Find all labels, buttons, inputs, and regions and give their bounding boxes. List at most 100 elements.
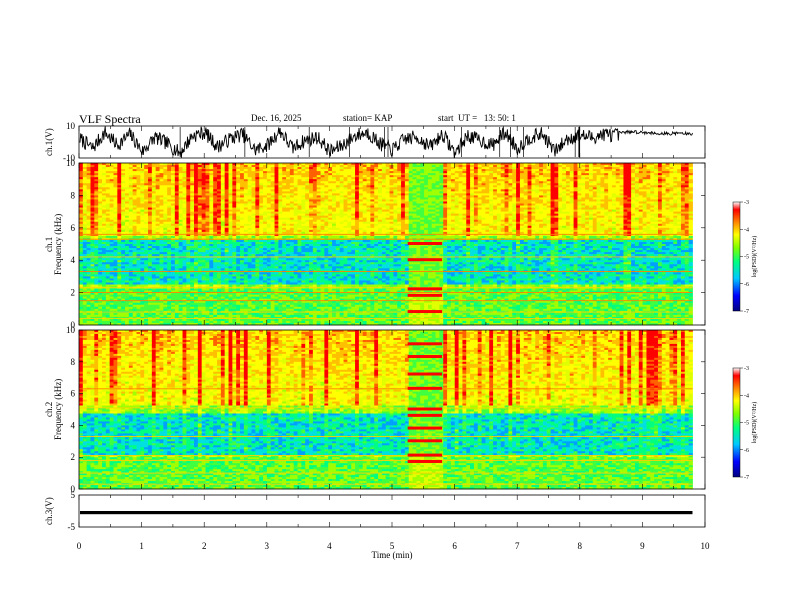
- spectrogram-cell: [128, 235, 134, 239]
- spectrogram-cell: [201, 165, 206, 168]
- spectrogram-cell: [174, 215, 180, 219]
- spectrogram-cell: [159, 254, 164, 257]
- spectrogram-cell: [213, 225, 218, 229]
- spectrogram-cell: [86, 213, 91, 217]
- spectrogram-cell: [90, 288, 95, 291]
- spectrogram-cell: [86, 306, 91, 310]
- spectrogram-cell: [98, 262, 103, 265]
- spectrogram-cell: [136, 264, 141, 267]
- spectrogram-cell: [155, 199, 160, 202]
- spectrogram-cell: [98, 248, 103, 251]
- spectrogram-cell: [194, 244, 199, 247]
- spectrogram-cell: [220, 227, 226, 231]
- spectrogram-cell: [220, 241, 226, 245]
- spectrogram-cell: [79, 274, 84, 277]
- spectrogram-cell: [194, 203, 199, 206]
- spectrogram-cell: [117, 171, 122, 174]
- spectrogram-cell: [105, 173, 111, 176]
- spectrogram-cell: [102, 298, 107, 302]
- spectrogram-cell: [213, 308, 218, 312]
- spectrogram-cell: [113, 165, 118, 168]
- spectrogram-cell: [125, 290, 130, 293]
- spectrogram-cell: [232, 181, 237, 184]
- spectrogram-cell: [167, 233, 172, 237]
- spectrogram-cell: [117, 203, 122, 206]
- spectrogram-cell: [125, 223, 130, 227]
- spectrogram-cell: [121, 229, 126, 233]
- spectrogram-cell: [167, 197, 172, 200]
- spectrogram-cell: [159, 235, 164, 239]
- spectrogram-cell: [209, 199, 214, 202]
- spectrogram-cell: [98, 209, 103, 212]
- spectrogram-cell: [224, 191, 229, 194]
- spectrogram-cell: [194, 209, 199, 212]
- spectrogram-cell: [182, 322, 187, 326]
- spectrogram-cell: [201, 318, 206, 322]
- spectrogram-cell: [163, 231, 168, 235]
- spectrogram-cell: [132, 244, 137, 247]
- spectrogram-cell: [182, 165, 187, 168]
- spectrogram-cell: [144, 187, 149, 190]
- spectrogram-cell: [209, 254, 214, 257]
- spectrogram-cell: [178, 294, 183, 298]
- spectrogram-cell: [217, 217, 222, 221]
- spectrogram-cell: [194, 189, 199, 192]
- spectrogram-cell: [213, 205, 218, 208]
- spectrogram-cell: [128, 280, 134, 283]
- spectrogram-cell: [148, 300, 153, 304]
- spectrogram-cell: [102, 201, 107, 204]
- spectrogram-cell: [82, 282, 88, 285]
- spectrogram-cell: [209, 308, 214, 312]
- spectrogram-cell: [224, 173, 229, 176]
- spectrogram-cell: [213, 167, 218, 170]
- spectrogram-cell: [109, 205, 114, 208]
- spectrogram-cell: [232, 280, 237, 283]
- spectrogram-cell: [113, 171, 118, 174]
- spectrogram-cell: [125, 254, 130, 257]
- spectrogram-cell: [140, 308, 145, 312]
- spectrogram-cell: [178, 282, 183, 285]
- spectrogram-cell: [144, 191, 149, 194]
- spectrogram-cell: [220, 209, 226, 212]
- spectrogram-cell: [82, 302, 88, 306]
- spectrogram-cell: [155, 292, 160, 296]
- spectrogram-cell: [105, 264, 111, 267]
- spectrogram-cell: [232, 241, 237, 245]
- spectrogram-cell: [194, 312, 199, 316]
- spectrogram-cell: [140, 320, 145, 324]
- spectrogram-cell: [213, 183, 218, 186]
- spectrogram-cell: [163, 213, 168, 217]
- spectrogram-cell: [163, 195, 168, 198]
- spectrogram-cell: [224, 292, 229, 296]
- spectrogram-cell: [155, 320, 160, 324]
- spectrogram-cell: [94, 264, 99, 267]
- spectrogram-cell: [217, 314, 222, 318]
- spectrogram-cell: [109, 225, 114, 229]
- spectrogram-cell: [159, 207, 164, 210]
- spectrogram-cell: [236, 225, 241, 229]
- spectrogram-cell: [194, 183, 199, 186]
- spectrogram-cell: [197, 193, 203, 196]
- spectrogram-cell: [236, 195, 241, 198]
- spectrogram-cell: [94, 300, 99, 304]
- spectrogram-cell: [144, 219, 149, 223]
- spectrogram-cell: [86, 278, 91, 281]
- spectrogram-cell: [190, 165, 195, 168]
- spectrogram-cell: [205, 322, 210, 326]
- spectrogram-cell: [79, 197, 84, 200]
- spectrogram-cell: [86, 258, 91, 261]
- spectrogram-cell: [117, 199, 122, 202]
- spectrogram-cell: [79, 211, 84, 215]
- spectrogram-cell: [163, 254, 168, 257]
- spectrogram-cell: [121, 187, 126, 190]
- spectrogram-cell: [86, 233, 91, 237]
- spectrogram-cell: [94, 217, 99, 221]
- spectrogram-cell: [213, 221, 218, 225]
- spectrogram-cell: [151, 266, 157, 269]
- spectrogram-cell: [194, 292, 199, 296]
- spectrogram-cell: [190, 191, 195, 194]
- spectrogram-cell: [167, 252, 172, 255]
- spectrogram-cell: [155, 278, 160, 281]
- spectrogram-cell: [217, 302, 222, 306]
- spectrogram-cell: [102, 179, 107, 182]
